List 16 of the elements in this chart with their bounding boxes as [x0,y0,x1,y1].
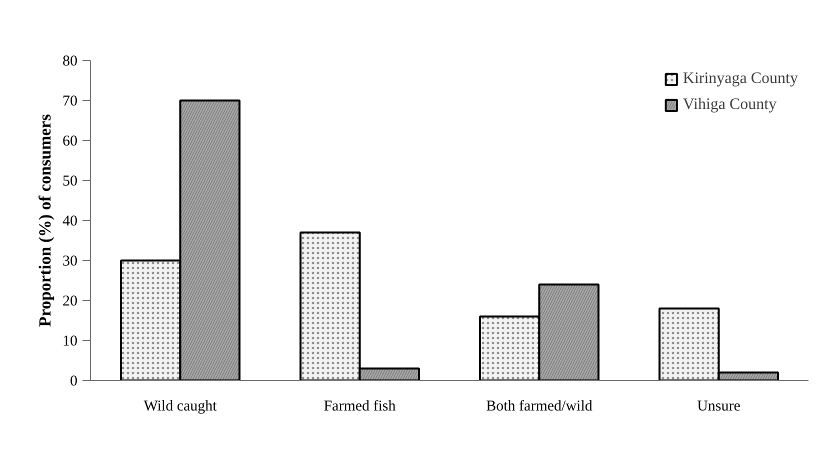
y-tick-label: 20 [62,294,78,310]
x-tick-label: Unsure [697,398,741,414]
y-tick-label: 40 [62,214,78,230]
y-tick-label: 50 [62,174,78,190]
y-tick-label: 30 [62,254,78,270]
legend-label: Kirinyaga County [682,70,798,88]
x-tick-label: Wild caught [144,398,218,414]
y-axis-title: Proportion (%) of consumers [36,114,54,327]
x-tick-label: Both farmed/wild [486,398,593,414]
y-tick-label: 70 [62,94,78,110]
x-tick-label: Farmed fish [324,398,396,414]
y-tick-label: 60 [62,134,78,150]
y-tick-label: 0 [70,374,78,390]
legend-label: Vihiga County [682,96,777,114]
y-tick-label: 10 [62,334,78,350]
y-tick-label: 80 [62,54,78,70]
